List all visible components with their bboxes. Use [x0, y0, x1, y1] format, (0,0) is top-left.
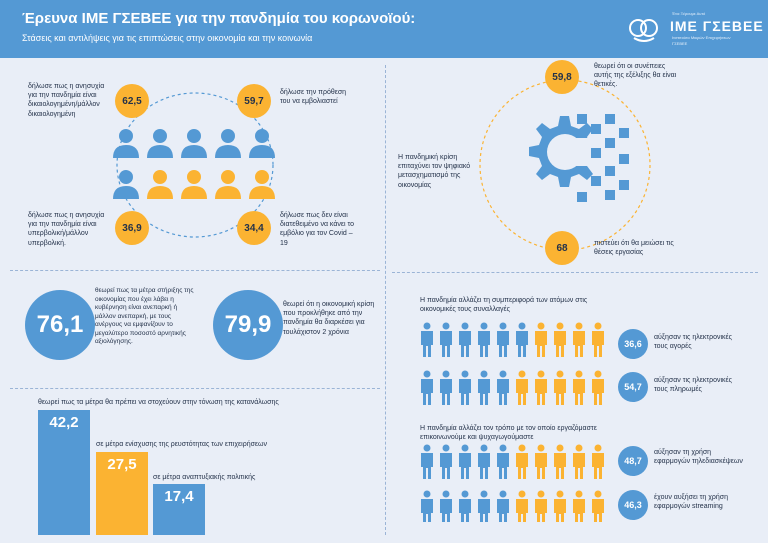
big-stat-circle: 79,9 [213, 290, 283, 360]
stat-text: αύξησαν τις ηλεκτρονικές τους αγορές [654, 334, 733, 351]
person-icon [573, 444, 585, 479]
stat-circle: 46,3 [618, 490, 648, 520]
stat-text: αύξησαν τις ηλεκτρονικές τους πληρωμές [654, 377, 733, 394]
person-icon [497, 370, 509, 405]
bar-label: σε μέτρα ενίσχυσης της ρευστότητας των ε… [96, 441, 267, 448]
person-icon [535, 444, 547, 479]
divider [10, 388, 380, 389]
big-stat-circle: 76,1 [25, 290, 95, 360]
stat-text: δήλωσε την πρόθεση του να εμβολιαστεί [280, 89, 347, 106]
people-icons [113, 129, 275, 199]
person-icon [459, 322, 471, 357]
stat-text: έχουν αυξήσει τη χρήση εφαρμογών streami… [654, 494, 728, 511]
logo-hands-icon [629, 19, 658, 42]
measures-title: θεωρεί πως τα μέτρα θα πρέπει να στοχεύο… [38, 399, 279, 406]
communication-title: Η πανδημία αλλάζει τον τρόπο με τον οποί… [420, 425, 597, 442]
people-ring [116, 92, 274, 238]
bar-2: 27,5 [96, 452, 148, 535]
person-icon [421, 490, 433, 522]
stat-text: θεωρεί ότι οι συνέπειες αυτής της εξέλιξ… [594, 63, 677, 89]
behavior-title: Η πανδημία αλλάζει τη συμπεριφορά των ατ… [420, 297, 588, 314]
person-icon [573, 490, 585, 522]
person-icon [459, 490, 471, 522]
bar-3: 17,4 [153, 484, 205, 535]
logo-sub: Ινστιτούτο Μικρών Επιχειρήσεων [672, 35, 731, 40]
stat-circle: 48,7 [618, 446, 648, 476]
stat-text: δήλωσε πως η ανησυχία για την πανδημία ε… [28, 212, 105, 247]
divider [385, 65, 386, 535]
bar-1: 42,2 [38, 410, 90, 535]
gear-icon [529, 114, 629, 202]
person-icon [516, 322, 528, 357]
gear-description: Η πανδημική κρίση επιταχύνει τον ψηφιακό… [398, 154, 471, 189]
stat-circle: 36,9 [115, 211, 149, 245]
person-icon [554, 322, 566, 357]
person-icon [535, 490, 547, 522]
person-icon [421, 444, 433, 479]
person-icon [573, 370, 585, 405]
divider [10, 270, 380, 271]
person-icon [421, 370, 433, 405]
person-icon [459, 370, 471, 405]
person-icon [497, 444, 509, 479]
person-icon [440, 322, 452, 357]
person-icon [554, 444, 566, 479]
stat-text: αύξησαν τη χρήση εφαρμογών τηλεδιασκέψεω… [654, 449, 743, 466]
stat-text: θεωρεί πως τα μέτρα στήριξης της οικονομ… [95, 287, 194, 346]
person-icon [478, 444, 490, 479]
person-icon [535, 370, 547, 405]
logo-sub: ΓΣΕΒΕΕ [672, 41, 688, 46]
stat-text: δήλωσε πως η ανησυχία για την πανδημία ε… [28, 83, 105, 118]
stat-text: δήλωσε πως δεν είναι διατεθειμένο να κάν… [280, 212, 355, 247]
person-icon [554, 490, 566, 522]
people-grid [421, 322, 604, 522]
person-icon [497, 490, 509, 522]
divider [392, 272, 758, 273]
person-icon [440, 370, 452, 405]
person-icon [497, 322, 509, 357]
person-icon [554, 370, 566, 405]
person-icon [592, 370, 604, 405]
header: Έρευνα ΙΜΕ ΓΣΕΒΕΕ για την πανδημία του κ… [0, 0, 768, 58]
stat-circle: 68 [545, 231, 579, 265]
page-subtitle: Στάσεις και αντιλήψεις για τις επιπτώσει… [22, 33, 313, 43]
person-icon [478, 490, 490, 522]
bar-label: σε μέτρα αναπτυξιακής πολιτικής [153, 474, 256, 481]
person-icon [459, 444, 471, 479]
person-icon [592, 322, 604, 357]
stat-circle: 36,6 [618, 329, 648, 359]
stat-circle: 62,5 [115, 84, 149, 118]
person-icon [440, 490, 452, 522]
person-icon [592, 490, 604, 522]
person-icon [516, 490, 528, 522]
person-icon [478, 322, 490, 357]
person-icon [516, 370, 528, 405]
stat-circle: 54,7 [618, 372, 648, 402]
stat-text: θεωρεί ότι η οικονομική κρίση που προκλή… [283, 301, 375, 336]
logo-name: ΙΜΕ ΓΣΕΒΕΕ [670, 18, 764, 34]
stat-circle: 34,4 [237, 211, 271, 245]
person-icon [573, 322, 585, 357]
stat-text: πιστεύει ότι θα μειώσει τις θέσεις εργασ… [594, 240, 674, 257]
stat-circle: 59,7 [237, 84, 271, 118]
person-icon [516, 444, 528, 479]
page-title: Έρευνα ΙΜΕ ΓΣΕΒΕΕ για την πανδημία του κ… [22, 10, 416, 27]
stat-circle: 59,8 [545, 60, 579, 94]
person-icon [440, 444, 452, 479]
logo-tagline: Ένα Ξέρουμε Αυτό [672, 11, 706, 16]
person-icon [592, 444, 604, 479]
person-icon [535, 322, 547, 357]
person-icon [478, 370, 490, 405]
person-icon [421, 322, 433, 357]
